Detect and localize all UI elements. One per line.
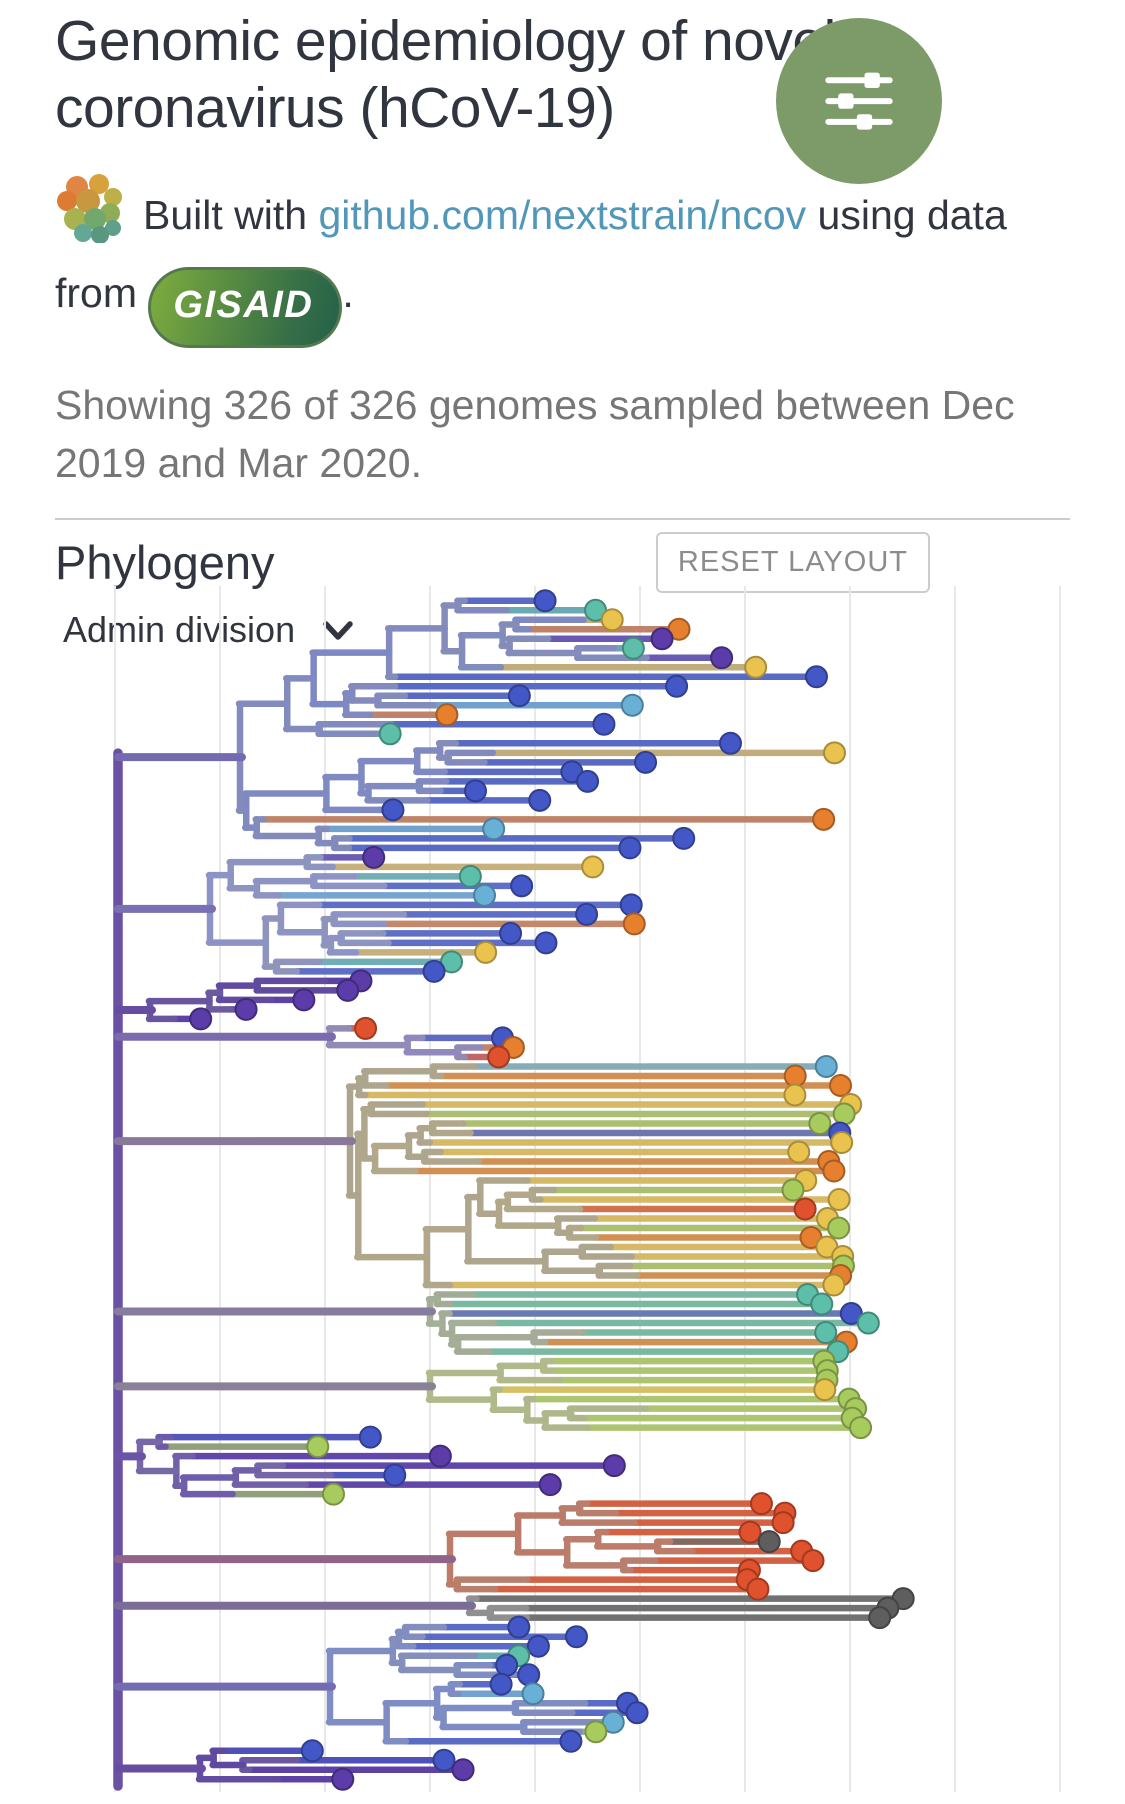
color-by-dropdown[interactable]: Admin division — [63, 609, 355, 651]
byline-prefix: Built with — [143, 192, 319, 239]
page-title: Genomic epidemiology of novel coronaviru… — [55, 9, 836, 140]
chevron-down-icon — [321, 609, 355, 651]
genome-count-summary: Showing 326 of 326 genomes sampled betwe… — [55, 381, 1015, 487]
color-by-label: Admin division — [63, 609, 296, 651]
reset-layout-button[interactable]: RESET LAYOUT — [655, 532, 930, 594]
gisaid-logo[interactable]: GISAID — [148, 266, 343, 348]
nextstrain-logo-icon — [55, 171, 127, 262]
phylogeny-tree[interactable] — [0, 586, 1125, 1792]
phylogeny-panel-header: Phylogeny RESET LAYOUT — [55, 532, 930, 594]
settings-button[interactable] — [776, 18, 942, 184]
divider — [55, 518, 1070, 521]
sliders-icon — [813, 54, 905, 149]
byline: Built with github.com/nextstrain/ncov us… — [55, 171, 1070, 348]
panel-title-phylogeny: Phylogeny — [55, 536, 275, 590]
nextstrain-repo-link[interactable]: github.com/nextstrain/ncov — [318, 192, 807, 239]
byline-middle: using data from — [55, 192, 1007, 316]
byline-suffix: . — [342, 269, 354, 316]
